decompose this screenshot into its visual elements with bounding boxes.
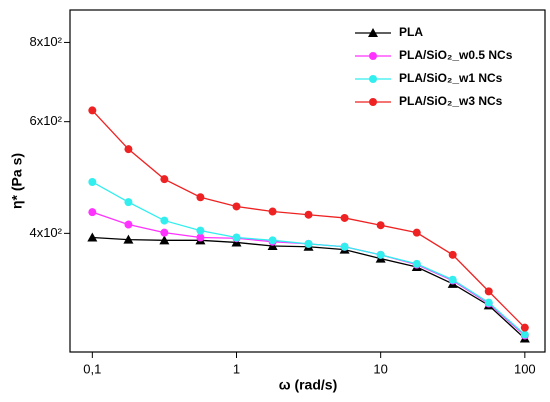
legend-label: PLA/SiO₂_w1 NCs xyxy=(399,71,503,85)
marker xyxy=(448,275,457,284)
marker xyxy=(160,175,169,184)
legend-marker xyxy=(369,52,377,60)
legend-label: PLA/SiO₂_w0.5 NCs xyxy=(399,48,513,62)
marker xyxy=(340,213,349,222)
y-tick-label: 4x10² xyxy=(29,225,62,240)
marker xyxy=(232,202,241,211)
marker xyxy=(484,298,493,307)
marker xyxy=(160,216,169,225)
marker xyxy=(448,250,457,259)
series-line xyxy=(91,109,526,329)
series-line xyxy=(92,181,526,336)
legend-label: PLA/SiO₂_w3 NCs xyxy=(399,94,503,108)
marker xyxy=(124,198,133,207)
marker xyxy=(159,235,170,245)
series-line xyxy=(92,211,526,337)
marker xyxy=(484,287,493,296)
legend-marker xyxy=(369,98,377,106)
y-tick-label: 6x10² xyxy=(29,113,62,128)
marker xyxy=(124,220,133,229)
marker xyxy=(160,228,169,237)
marker xyxy=(232,233,241,242)
y-tick-label: 8x10² xyxy=(29,34,62,49)
marker xyxy=(304,210,313,219)
marker xyxy=(196,226,205,235)
marker xyxy=(304,239,313,248)
x-tick-label: 100 xyxy=(514,361,536,376)
marker xyxy=(88,106,97,115)
marker xyxy=(412,228,421,237)
marker xyxy=(268,236,277,245)
marker xyxy=(268,207,277,216)
y-axis-label: η* (Pa s) xyxy=(9,153,25,209)
x-axis-label: ω (rad/s) xyxy=(279,377,338,393)
marker xyxy=(124,145,133,154)
plot-frame xyxy=(69,9,546,353)
x-tick-label: 10 xyxy=(373,361,387,376)
marker xyxy=(376,250,385,259)
marker xyxy=(88,177,97,186)
marker xyxy=(88,208,97,217)
series-line xyxy=(92,236,526,340)
marker xyxy=(196,193,205,202)
marker xyxy=(87,232,98,242)
marker xyxy=(196,233,205,242)
legend-label: PLA xyxy=(399,25,423,39)
x-tick-label: 0,1 xyxy=(83,361,101,376)
marker xyxy=(123,234,134,244)
legend-marker xyxy=(368,28,378,37)
marker xyxy=(376,221,385,230)
marker xyxy=(520,330,529,339)
x-tick-label: 1 xyxy=(233,361,240,376)
marker xyxy=(520,323,529,332)
marker xyxy=(340,242,349,251)
marker xyxy=(412,259,421,268)
legend-marker xyxy=(369,75,377,83)
